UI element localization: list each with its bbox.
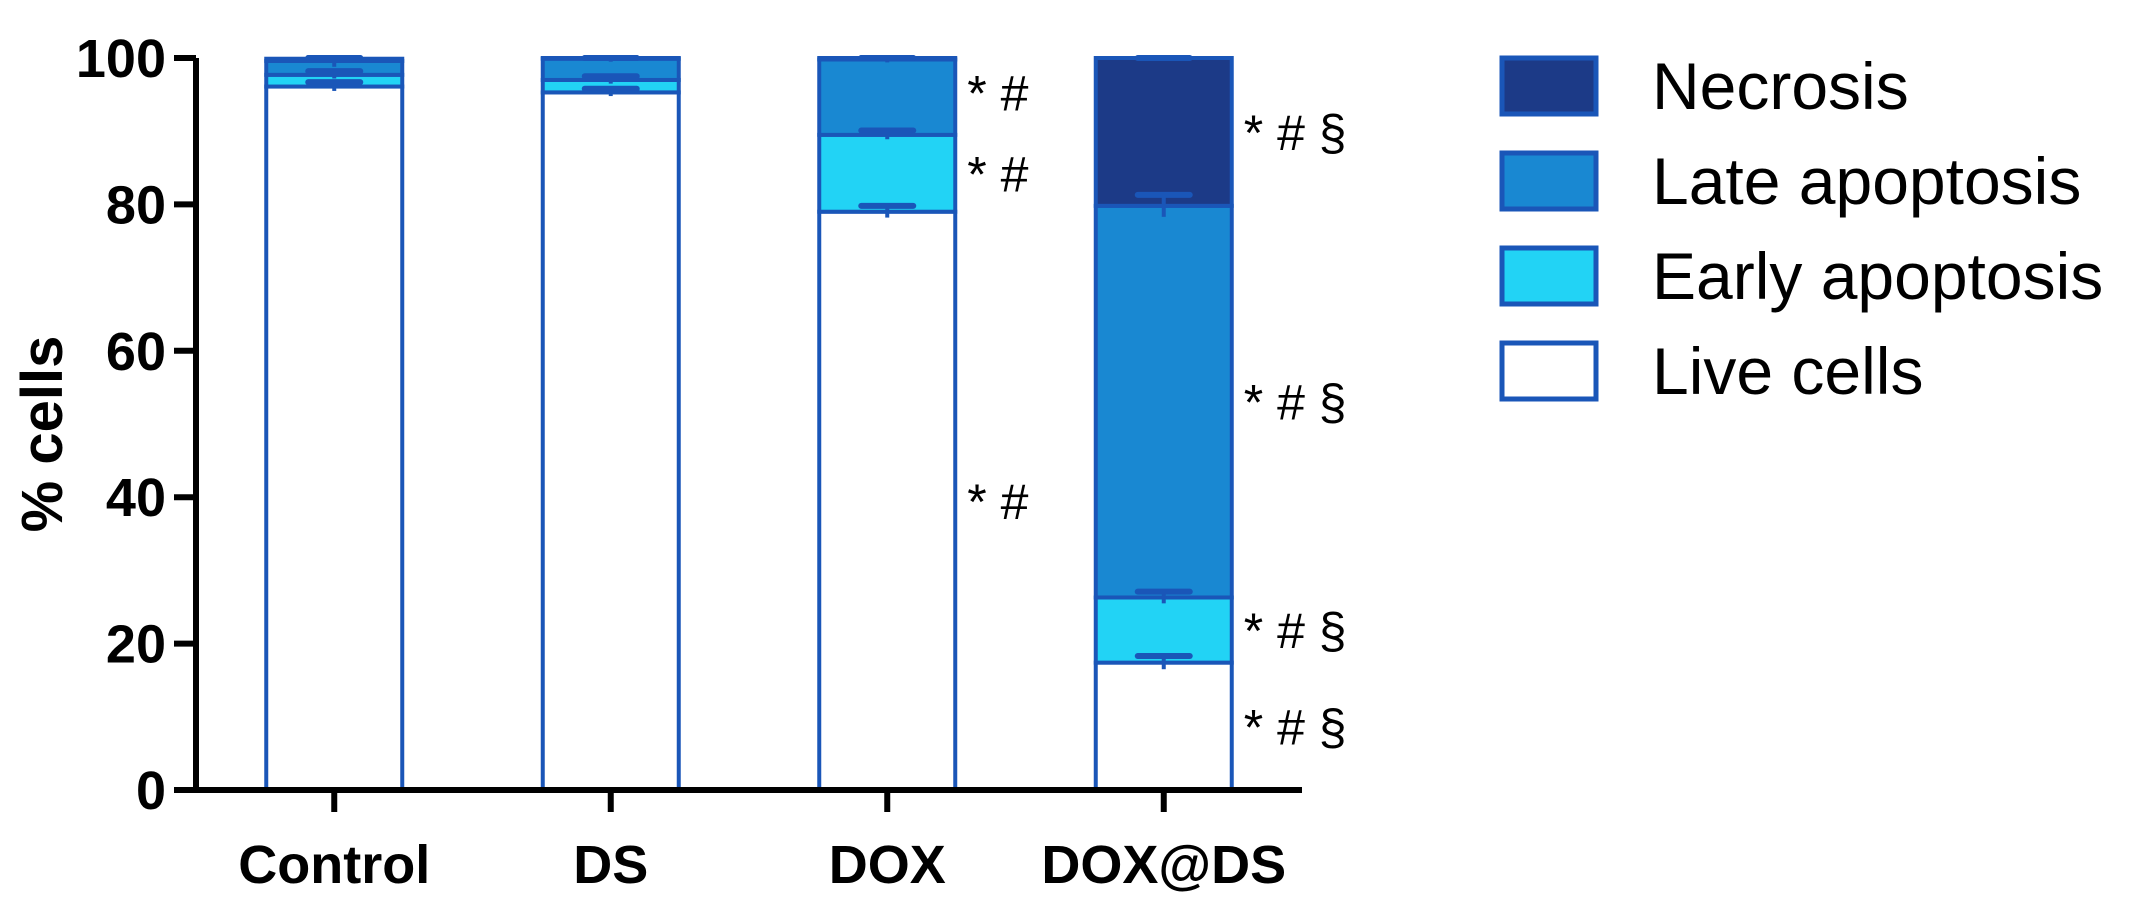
y-tick-label-60: 60 <box>106 322 166 382</box>
bar-dox-ds-early-apoptosis <box>1093 595 1234 665</box>
legend-swatch-necrosis <box>1499 55 1599 117</box>
x-tick-label-dox-ds: DOX@DS <box>1041 835 1286 895</box>
x-tick-label-ds: DS <box>573 835 648 895</box>
annotation-dox-ds-late-apoptosis: * # § <box>1244 375 1347 431</box>
legend: Necrosis Late apoptosis Early apoptosis Liv… <box>1499 49 2103 408</box>
annotation-dox-live-cells: * # <box>967 474 1028 530</box>
error-bar-dox-necrosis <box>858 55 917 61</box>
y-tick-label-20: 20 <box>106 615 166 675</box>
error-bar-ds-live-cells <box>581 85 640 97</box>
bar-dox-early-apoptosis <box>817 132 958 214</box>
bar-ds-live-cells <box>540 90 681 793</box>
y-tick-label-80: 80 <box>106 175 166 235</box>
error-bar-control-early-apoptosis <box>305 68 364 79</box>
bar-control-live-cells <box>264 84 405 793</box>
legend-item-live-cells: Live cells <box>1499 334 1923 408</box>
y-tick-label-40: 40 <box>106 468 166 528</box>
legend-label-early-apoptosis: Early apoptosis <box>1652 239 2103 313</box>
legend-swatch-late-apoptosis <box>1499 150 1599 212</box>
bar-dox-ds-late-apoptosis <box>1093 203 1234 600</box>
bars-layer <box>264 55 1234 793</box>
annotation-dox-ds-early-apoptosis: * # § <box>1244 603 1347 659</box>
legend-label-necrosis: Necrosis <box>1652 49 1909 123</box>
y-tick-label-0: 0 <box>136 761 166 821</box>
error-bar-dox-ds-necrosis <box>1134 55 1193 61</box>
annotation-dox-late-apoptosis: * # <box>967 65 1028 121</box>
error-bar-dox-ds-late-apoptosis <box>1134 191 1193 217</box>
significance-annotations: * # * # * # * # § * # § * # § * # § <box>967 65 1346 755</box>
error-bar-control-live-cells <box>305 79 364 91</box>
legend-item-early-apoptosis: Early apoptosis <box>1499 239 2103 313</box>
annotation-dox-early-apoptosis: * # <box>967 146 1028 202</box>
bar-dox-ds-live-cells <box>1093 660 1234 793</box>
error-bar-control-necrosis <box>305 55 364 61</box>
bar-dox-late-apoptosis <box>817 57 958 137</box>
bar-dox-ds-necrosis <box>1093 56 1234 208</box>
legend-swatch-early-apoptosis <box>1499 245 1599 307</box>
error-bar-dox-early-apoptosis <box>858 127 917 140</box>
legend-label-late-apoptosis: Late apoptosis <box>1652 144 2081 218</box>
legend-item-necrosis: Necrosis <box>1499 49 1909 123</box>
annotation-dox-ds-live-cells: * # § <box>1244 699 1347 755</box>
bar-dox-live-cells <box>817 209 958 793</box>
error-bar-dox-ds-early-apoptosis <box>1134 588 1193 604</box>
error-bar-dox-live-cells <box>858 202 917 218</box>
error-bar-dox-ds-live-cells <box>1134 653 1193 670</box>
annotation-dox-ds-necrosis: * # § <box>1244 105 1347 161</box>
legend-item-late-apoptosis: Late apoptosis <box>1499 144 2081 218</box>
error-bar-ds-necrosis <box>581 55 640 61</box>
x-tick-label-control: Control <box>238 835 430 895</box>
axes: 0 20 40 60 80 100 Control DS DOX DOX@DS <box>76 29 1302 895</box>
legend-swatch-live-cells <box>1499 340 1599 402</box>
y-tick-label-100: 100 <box>76 29 166 89</box>
x-tick-label-dox: DOX <box>829 835 946 895</box>
y-axis-title: % cells <box>10 336 75 533</box>
legend-label-live-cells: Live cells <box>1652 334 1923 408</box>
error-bar-ds-early-apoptosis <box>581 73 640 84</box>
